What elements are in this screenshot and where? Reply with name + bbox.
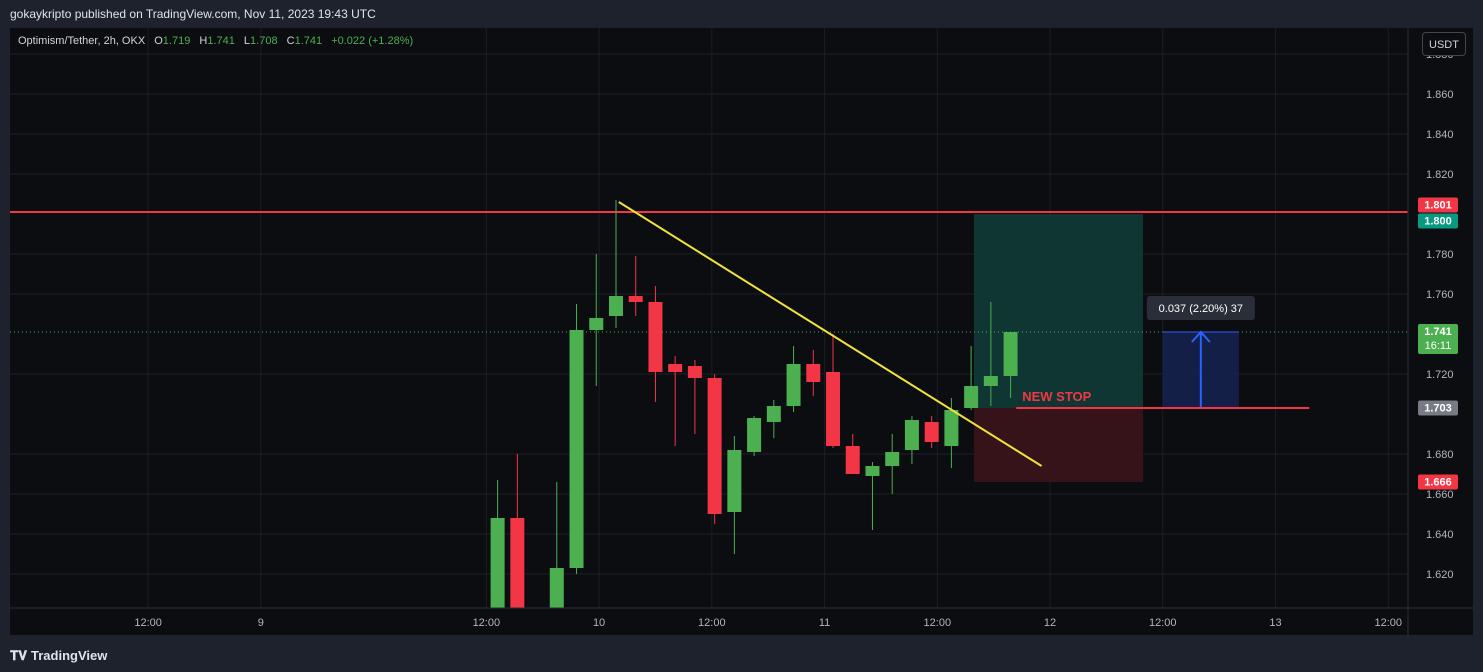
x-tick-label: 9	[258, 617, 264, 629]
candle-body	[983, 376, 998, 386]
x-tick-label: 12:00	[1149, 617, 1177, 629]
candle-body	[727, 450, 742, 512]
candle-body	[964, 386, 979, 408]
price-tag-text: 1.801	[1424, 200, 1452, 212]
low-value: 1.708	[250, 35, 278, 47]
x-tick-label: 12:00	[1375, 617, 1403, 629]
candle-body	[648, 302, 663, 372]
y-tick-label: 1.620	[1426, 569, 1454, 581]
x-tick-label: 10	[593, 617, 605, 629]
candle-body	[1003, 332, 1018, 376]
y-tick-label: 1.780	[1426, 249, 1454, 261]
candle-body	[608, 296, 623, 316]
price-tag-text: 1.800	[1424, 216, 1452, 228]
price-tag	[1418, 400, 1458, 416]
tradingview-brand: TradingView	[31, 648, 108, 663]
y-tick-label: 1.660	[1426, 489, 1454, 501]
close-value: 1.741	[294, 35, 323, 47]
currency-button[interactable]: USDT	[1422, 32, 1466, 56]
x-tick-label: 12:00	[698, 617, 726, 629]
descending-trendline	[618, 201, 1043, 467]
price-tag-text: 1.666	[1424, 477, 1452, 489]
change-value: +0.022 (+1.28%)	[331, 35, 414, 47]
high-label: H	[199, 35, 208, 47]
price-tag-text: 1.741	[1424, 326, 1452, 338]
candle-body	[944, 410, 959, 446]
high-value: 1.741	[207, 35, 235, 47]
price-tag	[1418, 213, 1458, 229]
candle-body	[766, 406, 781, 422]
candle-body	[490, 518, 505, 608]
candle-body	[687, 366, 702, 378]
candle-body	[668, 364, 683, 372]
price-tag	[1418, 324, 1458, 354]
y-tick-label: 1.860	[1426, 89, 1454, 101]
candle-body	[747, 418, 762, 452]
y-tick-label: 1.760	[1426, 289, 1454, 301]
y-tick-label: 1.680	[1426, 449, 1454, 461]
x-tick-label: 13	[1269, 617, 1281, 629]
candle-body	[826, 372, 841, 446]
footer-bar: 𝐓𝐕 TradingView	[0, 642, 1483, 672]
candle-body	[845, 446, 860, 474]
tradingview-logo-icon: 𝐓𝐕	[10, 648, 27, 663]
y-tick-label: 1.640	[1426, 529, 1454, 541]
price-tag-text: 1.703	[1424, 403, 1452, 415]
price-tag	[1418, 197, 1458, 213]
price-tag	[1418, 474, 1458, 490]
y-tick-label: 1.840	[1426, 129, 1454, 141]
open-value: 1.719	[162, 35, 191, 47]
measure-label: 0.037 (2.20%) 37	[1159, 303, 1243, 315]
candle-body	[806, 364, 821, 382]
candle-body	[549, 568, 564, 608]
candle-body	[589, 318, 604, 330]
tradingview-logo[interactable]: 𝐓𝐕 TradingView	[10, 648, 107, 664]
price-tag-countdown: 16:11	[1425, 340, 1452, 352]
candle-body	[924, 422, 939, 442]
candle-body	[510, 518, 525, 608]
low-label: L	[243, 35, 251, 47]
measure-arrow-head	[1191, 330, 1211, 343]
target-zone	[973, 214, 1144, 408]
x-tick-label: 11	[819, 617, 830, 629]
x-tick-label: 12	[1044, 617, 1056, 629]
stop-zone	[973, 408, 1144, 482]
candle-body	[885, 452, 900, 466]
top-bar: gokaykripto published on TradingView.com…	[0, 0, 1483, 28]
publisher-caption: gokaykripto published on TradingView.com…	[10, 7, 376, 21]
close-label: C	[286, 35, 295, 47]
symbol-name: Optimism/Tether, 2h, OKX	[18, 35, 146, 47]
new-stop-label: NEW STOP	[1022, 389, 1091, 404]
measure-label-box	[1146, 296, 1255, 320]
candle-body	[786, 364, 801, 406]
x-tick-label: 12:00	[924, 617, 952, 629]
y-tick-label: 1.820	[1426, 169, 1454, 181]
candle-body	[628, 296, 643, 302]
y-tick-label: 1.720	[1426, 369, 1454, 381]
x-tick-label: 12:00	[134, 617, 162, 629]
open-label: O	[154, 35, 163, 47]
x-tick-label: 12:00	[473, 617, 501, 629]
symbol-legend: Optimism/Tether, 2h, OKX O1.719 H1.741 L…	[18, 35, 413, 47]
candle-body	[707, 378, 722, 514]
candle-body	[865, 466, 880, 476]
candle-body	[904, 420, 919, 450]
candle-body	[569, 330, 584, 568]
